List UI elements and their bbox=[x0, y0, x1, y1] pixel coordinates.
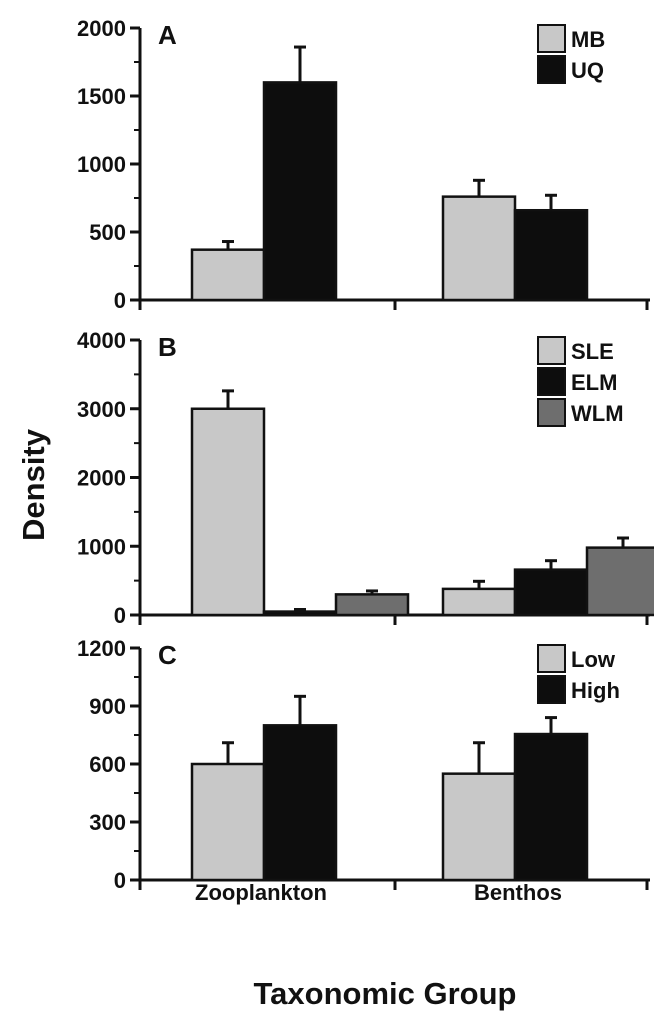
bar-sle-benthos bbox=[441, 587, 517, 617]
x-category-label-zooplankton: Zooplankton bbox=[195, 880, 327, 905]
bar-low-zooplankton bbox=[190, 762, 266, 882]
y-tick-label: 4000 bbox=[77, 328, 126, 353]
y-tick-label: 2000 bbox=[77, 16, 126, 41]
panel-letter: B bbox=[158, 332, 177, 362]
bar-high-benthos bbox=[513, 732, 589, 882]
legend-swatch-high bbox=[537, 675, 566, 704]
bar-mb-benthos bbox=[441, 195, 517, 302]
y-tick-label: 1200 bbox=[77, 636, 126, 661]
x-axis-title: Taxonomic Group bbox=[254, 976, 517, 1011]
bar-uq-benthos bbox=[513, 208, 589, 302]
y-tick-label: 300 bbox=[89, 810, 126, 835]
legend-swatch-wlm bbox=[537, 398, 566, 427]
bar-high-zooplankton bbox=[262, 724, 338, 882]
y-tick-label: 1000 bbox=[77, 152, 126, 177]
legend-swatch-mb bbox=[537, 24, 566, 53]
y-tick-label: 0 bbox=[114, 603, 126, 628]
y-tick-label: 2000 bbox=[77, 466, 126, 491]
panel-a: 0 500 1000 1500 2000 A MB UQ bbox=[77, 16, 650, 313]
bar-mb-zooplankton bbox=[190, 248, 266, 302]
bar-low-benthos bbox=[441, 772, 517, 882]
y-axis-title: Density bbox=[16, 428, 51, 541]
legend-swatch-elm bbox=[537, 367, 566, 396]
y-tick-label: 900 bbox=[89, 694, 126, 719]
legend-label-high: High bbox=[571, 678, 620, 703]
legend-swatch-uq bbox=[537, 55, 566, 84]
x-category-label-benthos: Benthos bbox=[474, 880, 562, 905]
bar-wlm-benthos bbox=[585, 546, 654, 617]
legend-label-sle: SLE bbox=[571, 339, 614, 364]
legend-label-wlm: WLM bbox=[571, 401, 624, 426]
panel-letter: C bbox=[158, 640, 177, 670]
y-tick-label: 3000 bbox=[77, 397, 126, 422]
legend-label-elm: ELM bbox=[571, 370, 617, 395]
bar-elm-benthos bbox=[513, 568, 589, 617]
bar-sle-zooplankton bbox=[190, 407, 266, 617]
bar-wlm-zooplankton bbox=[334, 593, 410, 617]
legend-label-low: Low bbox=[571, 647, 616, 672]
legend-swatch-low bbox=[537, 644, 566, 673]
bar-uq-zooplankton bbox=[262, 81, 338, 302]
y-tick-label: 0 bbox=[114, 288, 126, 313]
y-tick-label: 1000 bbox=[77, 534, 126, 559]
y-tick-label: 1500 bbox=[77, 84, 126, 109]
y-tick-label: 0 bbox=[114, 868, 126, 893]
bar-elm-zooplankton bbox=[262, 610, 338, 617]
y-tick-label: 600 bbox=[89, 752, 126, 777]
y-tick-label: 500 bbox=[89, 220, 126, 245]
legend-swatch-sle bbox=[537, 336, 566, 365]
legend-label-uq: UQ bbox=[571, 58, 604, 83]
panel-c: 0 300 600 900 1200 C Low High bbox=[77, 636, 650, 893]
panel-letter: A bbox=[158, 20, 177, 50]
legend-label-mb: MB bbox=[571, 27, 605, 52]
panel-b: 0 1000 2000 3000 4000 B SLE ELM WLM bbox=[77, 328, 654, 628]
